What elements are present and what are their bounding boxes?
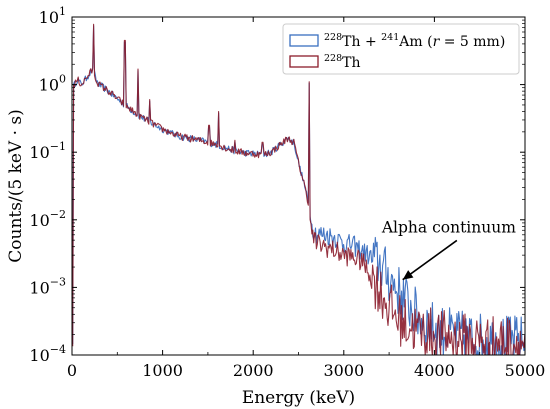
legend-swatch-1 <box>289 34 319 47</box>
legend-box <box>282 23 520 75</box>
y-tick-label: 10−2 <box>29 208 66 230</box>
y-axis-title: Counts/(5 keV · s) <box>6 109 26 262</box>
x-tick-label: 2000 <box>233 361 274 380</box>
annotation-arrow <box>402 239 458 281</box>
x-tick-label: 0 <box>67 361 77 380</box>
legend-label-2: 228Th <box>324 53 361 71</box>
y-tick-label: 10−1 <box>29 140 66 162</box>
legend-swatch-2 <box>289 55 319 68</box>
annotation-arrowhead <box>402 270 414 280</box>
x-tick-label: 1000 <box>142 361 183 380</box>
x-tick-label: 5000 <box>505 361 546 380</box>
series-line-2 <box>72 23 525 355</box>
legend-label-1: 228Th + 241Am (r = 5 mm) <box>324 32 505 50</box>
x-tick-label: 4000 <box>414 361 455 380</box>
x-tick-label: 3000 <box>323 361 364 380</box>
annotation-label: Alpha continuum <box>381 218 516 236</box>
y-tick-label: 101 <box>39 5 66 27</box>
y-tick-label: 10−3 <box>29 275 66 297</box>
y-tick-label: 10−4 <box>29 343 66 365</box>
y-tick-label: 100 <box>39 73 66 95</box>
x-axis-title: Energy (keV) <box>242 388 355 408</box>
